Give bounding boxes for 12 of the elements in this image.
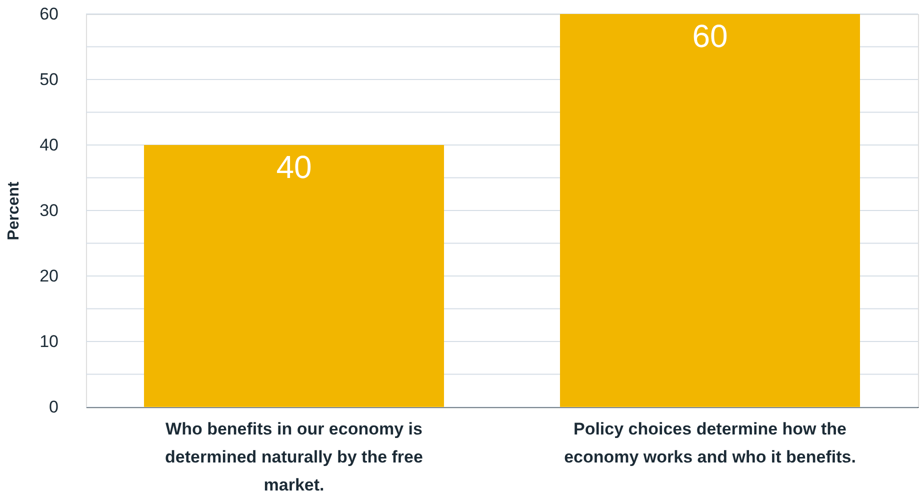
y-tick-label: 30 (40, 201, 58, 220)
data-label: 40 (276, 149, 312, 185)
data-label: 60 (692, 18, 728, 54)
y-tick-label: 60 (40, 4, 58, 24)
y-axis-title: Percent (6, 180, 23, 240)
y-tick-label: 40 (40, 136, 58, 154)
y-tick-label: 50 (40, 70, 58, 89)
y-tick-label: 0 (49, 398, 58, 416)
x-tick-label: Who benefits in our economy is determined naturally by the free market. (165, 420, 423, 494)
y-tick-label: 20 (40, 266, 58, 286)
y-tick-label: 10 (40, 332, 58, 351)
x-tick-label: Policy choices determine how the economy works and who it benefits. (564, 420, 856, 466)
